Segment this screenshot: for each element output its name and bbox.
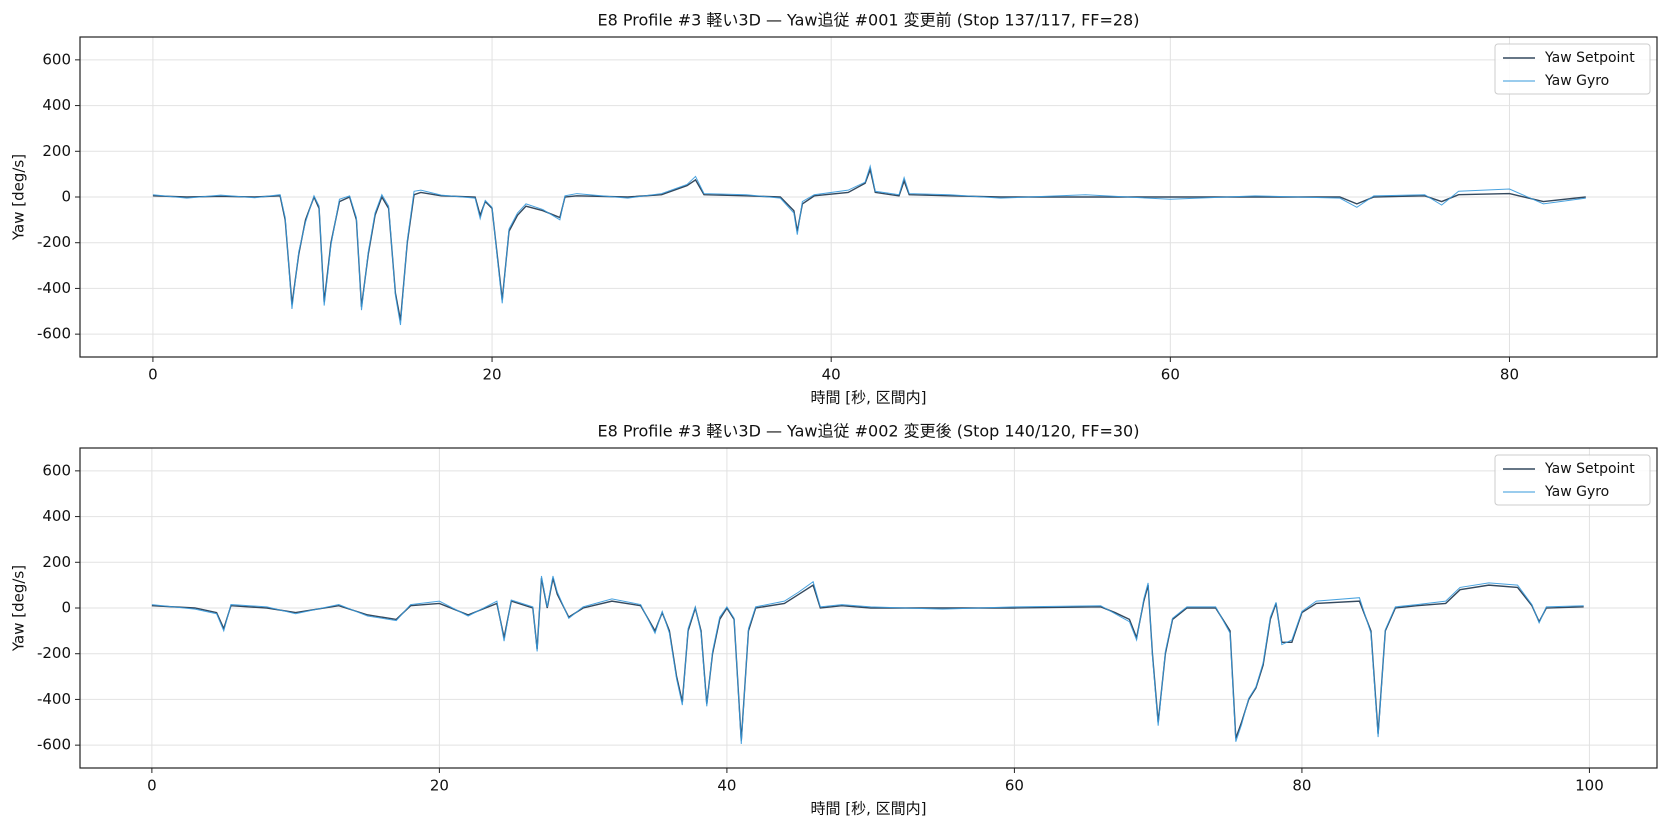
data-line: [152, 164, 1586, 326]
y-tick-label: -200: [37, 233, 71, 251]
x-tick-label: 80: [1292, 777, 1311, 795]
x-tick-label: 20: [483, 366, 502, 384]
chart-title: E8 Profile #3 軽い3D — Yaw追従 #001 変更前 (Sto…: [598, 11, 1140, 30]
y-tick-label: 600: [42, 461, 71, 479]
y-tick-label: -600: [37, 736, 71, 754]
y-tick-label: 600: [42, 50, 71, 68]
y-tick-label: -600: [37, 325, 71, 343]
plot-frame: [79, 36, 1658, 358]
legend-label: Yaw Setpoint: [1544, 50, 1635, 66]
data-line: [152, 167, 1586, 321]
x-tick-label: 60: [1161, 366, 1180, 384]
x-tick-label: 0: [148, 366, 158, 384]
y-axis-label: Yaw [deg/s]: [10, 154, 28, 241]
x-tick-label: 0: [147, 777, 157, 795]
y-tick-label: 200: [42, 142, 71, 160]
x-tick-label: 100: [1575, 777, 1604, 795]
y-tick-label: 0: [61, 188, 71, 206]
data-line: [151, 578, 1584, 741]
x-axis-label: 時間 [秒, 区間内]: [810, 389, 926, 407]
x-tick-label: 20: [430, 777, 449, 795]
x-tick-label: 80: [1500, 366, 1519, 384]
y-tick-label: -200: [37, 644, 71, 662]
x-tick-label: 60: [1005, 777, 1024, 795]
legend-label: Yaw Setpoint: [1544, 461, 1635, 477]
plot-frame: [79, 447, 1658, 769]
y-tick-label: -400: [37, 690, 71, 708]
y-tick-label: 200: [42, 553, 71, 571]
y-tick-label: 0: [61, 599, 71, 617]
y-tick-label: 400: [42, 507, 71, 525]
legend-label: Yaw Gyro: [1544, 484, 1609, 500]
chart-title: E8 Profile #3 軽い3D — Yaw追従 #002 変更後 (Sto…: [598, 422, 1140, 441]
legend-label: Yaw Gyro: [1544, 73, 1609, 89]
data-line: [151, 575, 1584, 745]
y-tick-label: 400: [42, 96, 71, 114]
y-tick-label: -400: [37, 279, 71, 297]
y-axis-label: Yaw [deg/s]: [10, 565, 28, 652]
x-tick-label: 40: [822, 366, 841, 384]
x-tick-label: 40: [717, 777, 736, 795]
x-axis-label: 時間 [秒, 区間内]: [810, 800, 926, 818]
